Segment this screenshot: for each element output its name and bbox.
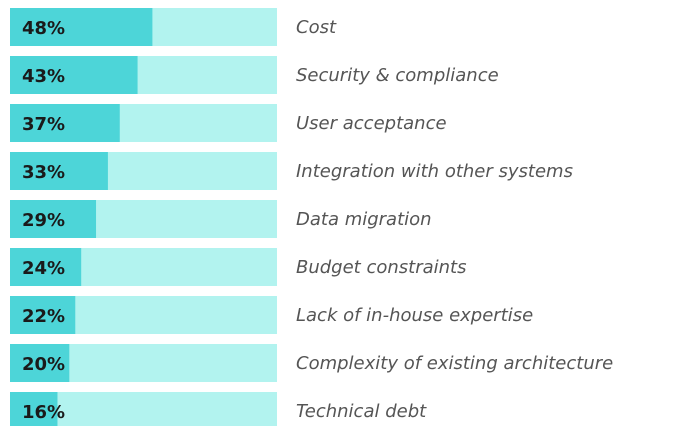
bar — [10, 104, 120, 142]
category-label: Cost — [296, 17, 337, 38]
bar — [10, 152, 108, 190]
value-label: 24% — [22, 258, 65, 279]
category-label: Complexity of existing architecture — [296, 353, 613, 374]
bar — [10, 248, 82, 286]
value-label: 48% — [22, 18, 65, 39]
category-label: Integration with other systems — [296, 161, 573, 182]
value-label: 16% — [22, 402, 65, 423]
value-label: 22% — [22, 306, 65, 327]
value-label: 33% — [22, 162, 65, 183]
bar — [10, 296, 76, 334]
bar — [10, 56, 138, 94]
category-label: Lack of in-house expertise — [296, 305, 533, 326]
bar — [10, 200, 97, 238]
category-label: User acceptance — [296, 113, 447, 134]
bar — [10, 344, 70, 382]
bar — [10, 8, 153, 46]
bar — [10, 392, 58, 426]
category-label: Data migration — [296, 209, 432, 230]
value-label: 29% — [22, 210, 65, 231]
value-label: 43% — [22, 66, 65, 87]
value-label: 37% — [22, 114, 65, 135]
category-label: Security & compliance — [296, 65, 499, 86]
category-label: Budget constraints — [296, 257, 467, 278]
value-label: 20% — [22, 354, 65, 375]
category-label: Technical debt — [296, 401, 427, 422]
